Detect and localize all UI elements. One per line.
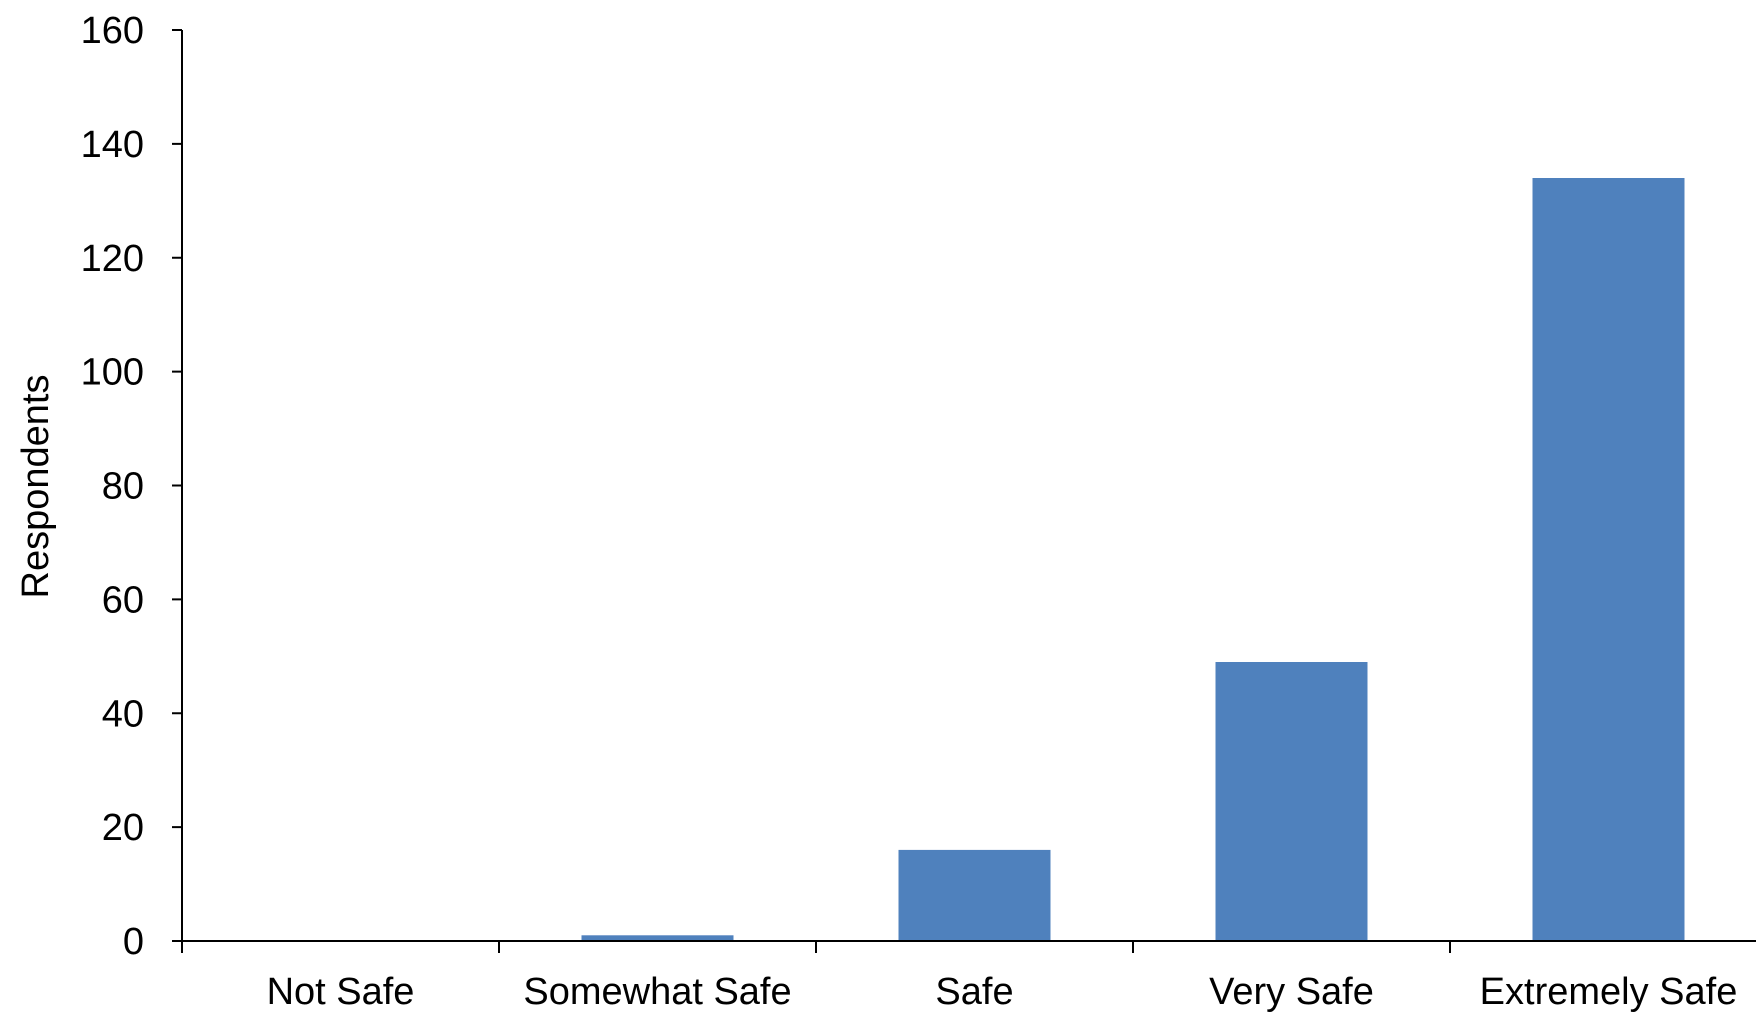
x-tick-label: Not Safe (267, 971, 415, 1013)
x-tick-label: Somewhat Safe (523, 971, 791, 1013)
bar-extremely-safe (1532, 178, 1685, 941)
bars-layer (581, 178, 1685, 941)
x-tick-label: Very Safe (1209, 971, 1374, 1013)
labels-layer: 0 20 40 60 80 100 120 140 160 Not Safe Somewhat Sa… (81, 10, 1738, 1013)
y-tick-label: 0 (123, 921, 144, 963)
x-tick-label: Extremely Safe (1480, 971, 1738, 1013)
x-tick-label: Safe (935, 971, 1013, 1013)
axes-layer (172, 29, 1756, 953)
y-tick-label: 80 (102, 466, 144, 508)
bar-very-safe (1215, 662, 1368, 941)
y-tick-label: 140 (81, 124, 144, 166)
y-axis-title: Respondents (15, 375, 57, 599)
bar-somewhat-safe (581, 935, 734, 941)
bar-safe (898, 849, 1051, 941)
y-tick-label: 60 (102, 579, 144, 621)
y-tick-label: 40 (102, 693, 144, 735)
y-tick-label: 120 (81, 238, 144, 280)
y-tick-label: 100 (81, 352, 144, 394)
y-tick-label: 160 (81, 10, 144, 52)
y-tick-label: 20 (102, 807, 144, 849)
